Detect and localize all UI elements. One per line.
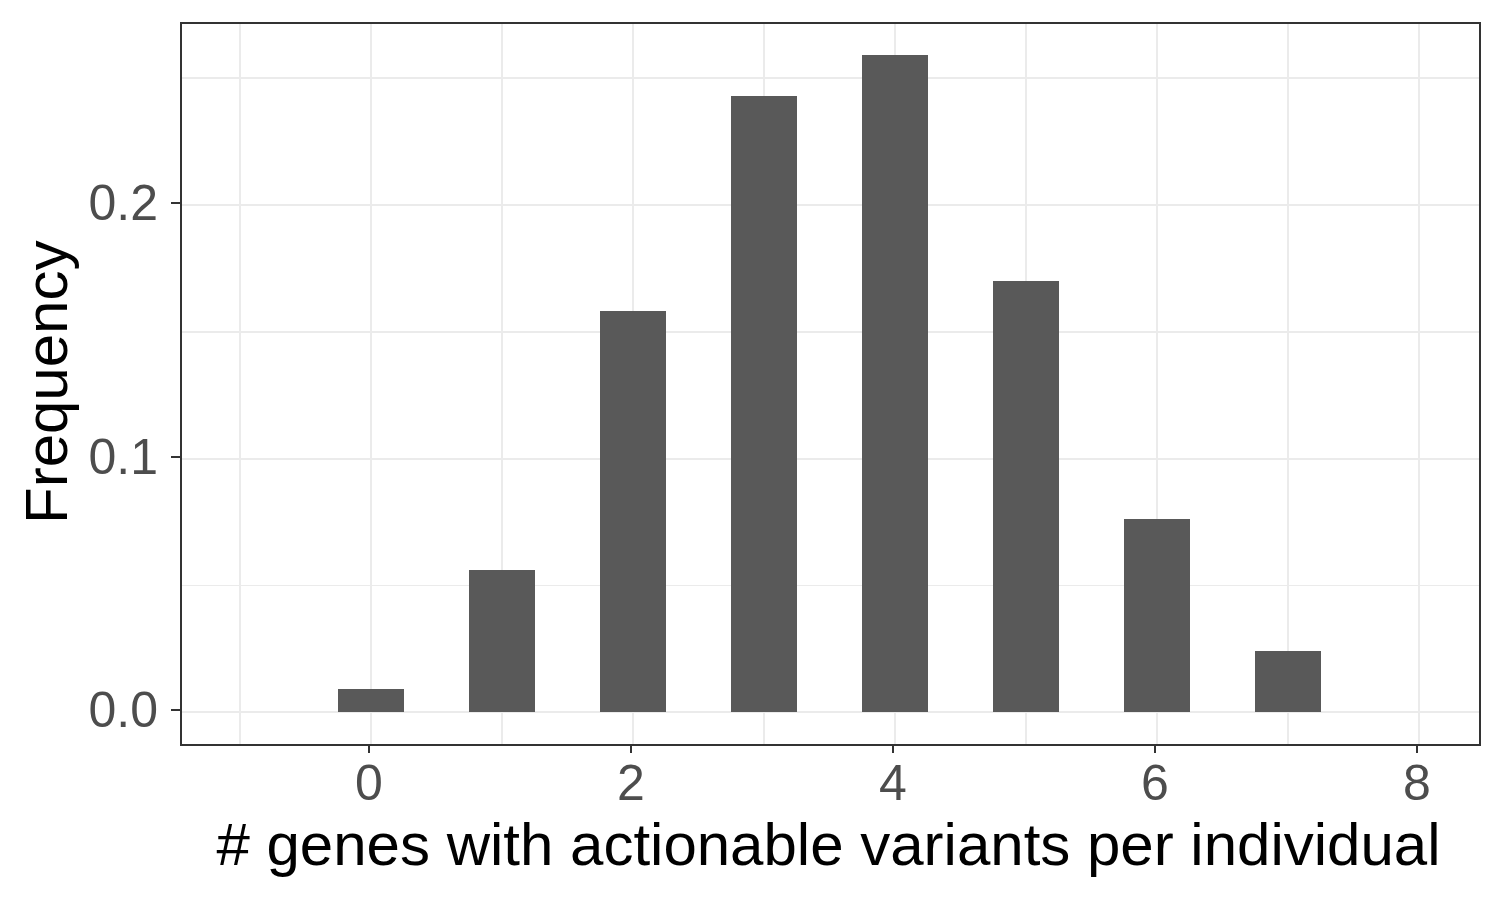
x-major-gridline — [370, 24, 372, 744]
bar — [469, 570, 535, 712]
x-axis-title: # genes with actionable variants per ind… — [180, 812, 1477, 878]
y-tick-label: 0.1 — [0, 430, 158, 484]
x-tick-label: 0 — [309, 756, 429, 810]
y-major-gridline — [182, 458, 1479, 460]
y-tick-mark — [171, 202, 180, 204]
bar — [600, 311, 666, 712]
x-tick-label: 6 — [1095, 756, 1215, 810]
x-tick-label: 2 — [571, 756, 691, 810]
x-tick-mark — [630, 744, 632, 753]
bar — [993, 281, 1059, 712]
y-tick-label: 0.0 — [0, 683, 158, 737]
y-minor-gridline — [182, 77, 1479, 79]
x-minor-gridline — [1287, 24, 1289, 744]
x-tick-mark — [368, 744, 370, 753]
x-tick-label: 4 — [833, 756, 953, 810]
x-tick-mark — [892, 744, 894, 753]
bar — [1124, 519, 1190, 712]
y-tick-mark — [171, 709, 180, 711]
x-major-gridline — [1418, 24, 1420, 744]
bar — [1255, 651, 1321, 712]
y-tick-mark — [171, 456, 180, 458]
x-tick-mark — [1416, 744, 1418, 753]
y-tick-label: 0.2 — [0, 176, 158, 230]
x-minor-gridline — [239, 24, 241, 744]
figure: Frequency # genes with actionable varian… — [0, 0, 1500, 900]
x-tick-mark — [1154, 744, 1156, 753]
y-minor-gridline — [182, 331, 1479, 333]
bar — [338, 689, 404, 712]
y-major-gridline — [182, 204, 1479, 206]
y-minor-gridline — [182, 585, 1479, 587]
x-tick-label: 8 — [1357, 756, 1477, 810]
bar — [862, 55, 928, 712]
plot-panel — [180, 22, 1481, 746]
y-axis-title: Frequency — [12, 22, 80, 742]
bar — [731, 96, 797, 712]
